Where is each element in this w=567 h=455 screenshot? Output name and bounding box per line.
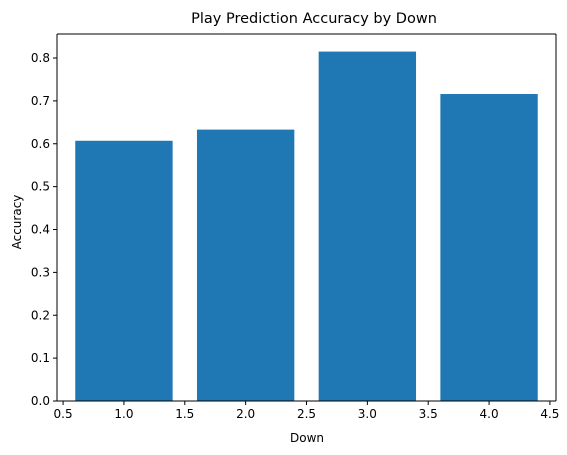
y-tick-label: 0.2 xyxy=(31,308,50,322)
x-tick-label: 2.0 xyxy=(236,407,255,421)
x-tick-label: 2.5 xyxy=(297,407,316,421)
y-tick-label: 0.0 xyxy=(31,394,50,408)
x-axis-label: Down xyxy=(290,431,324,445)
x-tick-label: 4.0 xyxy=(480,407,499,421)
y-tick-label: 0.6 xyxy=(31,137,50,151)
x-tick-label: 4.5 xyxy=(540,407,559,421)
y-ticks-group: 0.0 0.1 0.2 0.3 0.4 0.5 0.6 0.7 0.8 xyxy=(31,51,57,408)
bar-down-2 xyxy=(196,129,295,401)
y-tick-label: 0.1 xyxy=(31,351,50,365)
y-axis-label: Accuracy xyxy=(10,195,24,250)
bar-down-4 xyxy=(440,94,538,401)
bar-down-3 xyxy=(318,51,417,401)
y-tick-label: 0.5 xyxy=(31,180,50,194)
y-tick-label: 0.7 xyxy=(31,94,50,108)
bars-group xyxy=(75,51,538,401)
y-tick-label: 0.8 xyxy=(31,51,50,65)
x-ticks-group: 0.5 1.0 1.5 2.0 2.5 3.0 3.5 4.0 4.5 xyxy=(54,401,559,421)
bar-down-1 xyxy=(75,140,173,401)
chart-title: Play Prediction Accuracy by Down xyxy=(191,11,437,27)
x-tick-label: 1.0 xyxy=(114,407,133,421)
axes-frame xyxy=(56,33,557,402)
x-tick-label: 0.5 xyxy=(54,407,73,421)
x-tick-label: 1.5 xyxy=(175,407,194,421)
y-tick-label: 0.3 xyxy=(31,265,50,279)
x-tick-label: 3.0 xyxy=(358,407,377,421)
y-tick-label: 0.4 xyxy=(31,223,50,237)
x-tick-label: 3.5 xyxy=(419,407,438,421)
